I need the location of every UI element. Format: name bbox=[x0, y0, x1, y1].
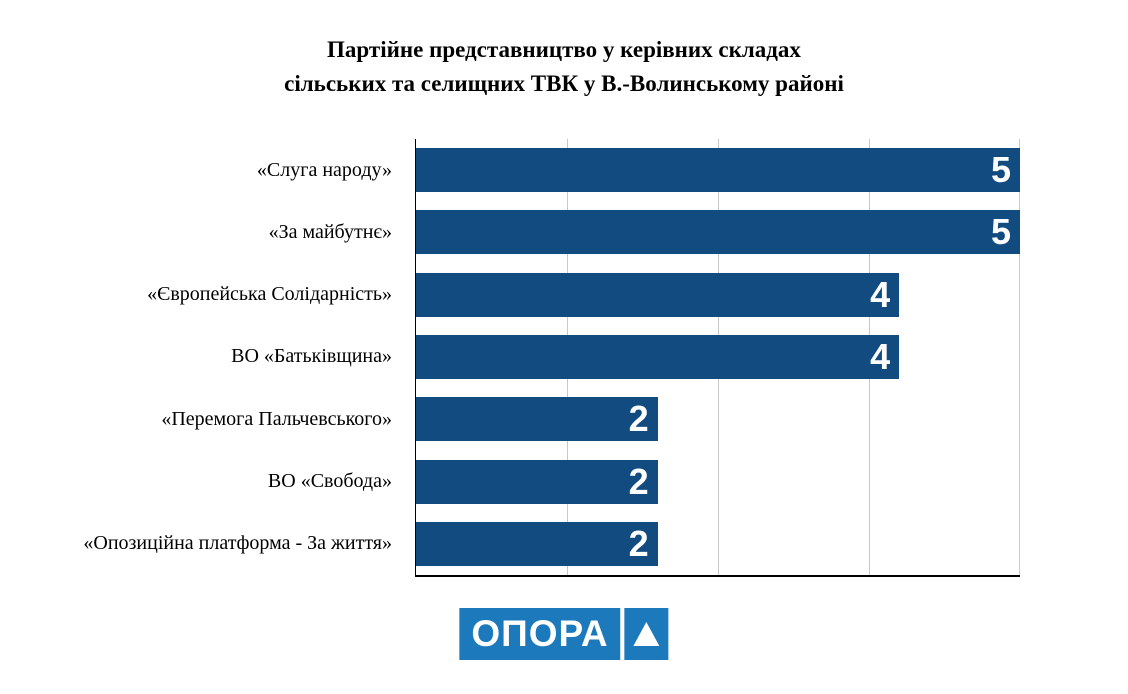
value-label: 4 bbox=[870, 273, 891, 315]
opora-logo-square bbox=[624, 608, 669, 660]
category-label: ВО «Свобода» bbox=[267, 470, 392, 493]
value-label: 5 bbox=[990, 149, 1011, 191]
category-label: «Перемога Пальчевського» bbox=[161, 407, 392, 430]
plot-area: 5 5 4 4 2 2 2 bbox=[415, 139, 1020, 577]
value-label: 2 bbox=[628, 398, 649, 440]
category-label: «Європейська Солідарність» bbox=[147, 283, 392, 306]
opora-logo-wordmark: ОПОРА bbox=[459, 608, 621, 660]
bar: 4 bbox=[416, 334, 900, 379]
triangle-up-icon bbox=[633, 622, 660, 646]
category-labels: «Слуга народу» «За майбутнє» «Європейська … bbox=[0, 139, 404, 575]
bar: 2 bbox=[416, 521, 658, 566]
category-label: «Слуга народу» bbox=[256, 158, 392, 181]
chart-title-line1: Партійне представництво у керівних склад… bbox=[327, 37, 801, 62]
bar-row: 5 bbox=[416, 201, 1020, 263]
gridline bbox=[1019, 139, 1020, 575]
opora-logo-text: ОПОРА bbox=[471, 613, 609, 654]
opora-logo-divider bbox=[620, 608, 625, 660]
bar: 2 bbox=[416, 397, 658, 442]
bars-container: 5 5 4 4 2 2 2 bbox=[416, 139, 1020, 575]
value-label: 4 bbox=[870, 335, 891, 377]
chart-title: Партійне представництво у керівних склад… bbox=[0, 33, 1128, 101]
bar-row: 5 bbox=[416, 139, 1020, 201]
bar-row: 2 bbox=[416, 513, 1020, 575]
bar: 5 bbox=[416, 148, 1020, 193]
value-label: 2 bbox=[628, 522, 649, 564]
value-label: 5 bbox=[990, 211, 1011, 253]
bar: 4 bbox=[416, 272, 900, 317]
bar: 5 bbox=[416, 210, 1020, 255]
category-label: «Опозиційна платформа - За життя» bbox=[83, 532, 392, 555]
value-label: 2 bbox=[628, 460, 649, 502]
bar-row: 2 bbox=[416, 450, 1020, 512]
bar-row: 2 bbox=[416, 388, 1020, 450]
category-label: ВО «Батьківщина» bbox=[231, 345, 392, 368]
bar: 2 bbox=[416, 459, 658, 504]
chart-title-line2: сільських та селищних ТВК у В.-Волинсько… bbox=[284, 71, 844, 96]
bar-row: 4 bbox=[416, 264, 1020, 326]
category-label: «За майбутнє» bbox=[268, 220, 392, 243]
opora-logo: ОПОРА bbox=[459, 608, 669, 660]
bar-row: 4 bbox=[416, 326, 1020, 388]
